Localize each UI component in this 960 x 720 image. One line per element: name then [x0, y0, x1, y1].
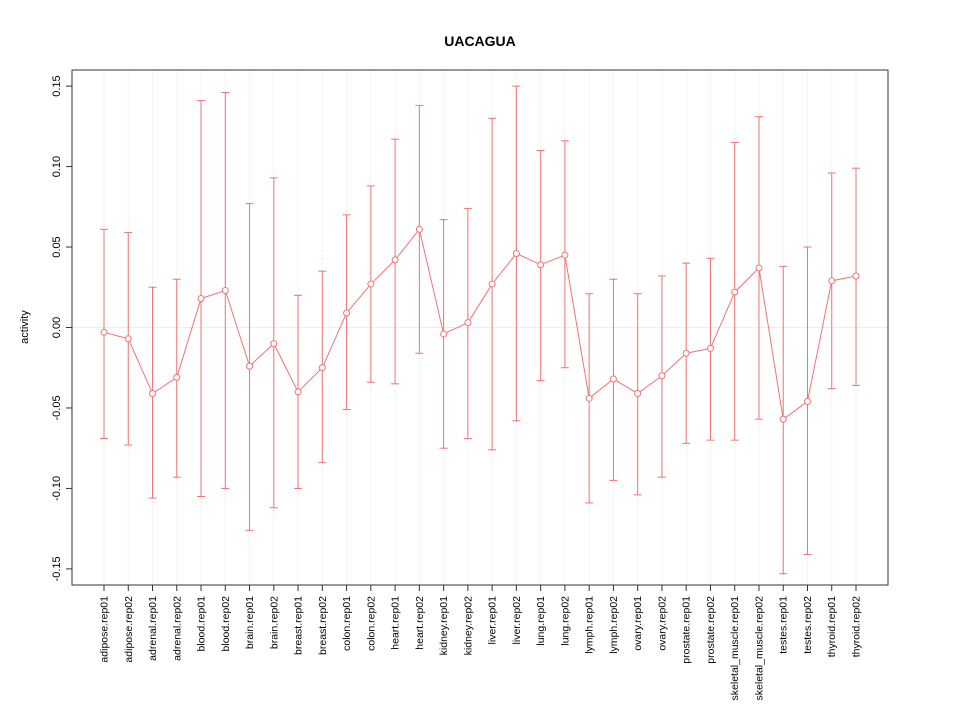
x-tick-label: lung.rep02 — [559, 596, 571, 646]
data-point — [100, 328, 108, 336]
x-tick-label: testes.rep01 — [778, 596, 790, 654]
x-tick-label: prostate.rep02 — [705, 596, 717, 664]
x-tick-label: ovary.rep01 — [632, 596, 644, 651]
x-tick-label: thyroid.rep02 — [851, 596, 863, 657]
x-tick-label: adrenal.rep02 — [171, 596, 183, 661]
x-tick-label: breast.rep01 — [293, 596, 305, 655]
x-tick-label: heart.rep01 — [390, 596, 402, 650]
x-tick-label: testes.rep02 — [802, 596, 814, 654]
x-tick-label: kidney.rep01 — [438, 596, 450, 656]
data-point — [828, 277, 836, 285]
x-tick-label: lung.rep01 — [535, 596, 547, 646]
x-tick-label: thyroid.rep01 — [826, 596, 838, 657]
chart-title: UACAGUA — [444, 33, 516, 49]
x-tick-label: brain.rep01 — [244, 596, 256, 649]
y-tick-label: -0.15 — [51, 556, 63, 581]
y-tick-label: -0.10 — [51, 476, 63, 501]
x-tick-label: liver.rep02 — [511, 596, 523, 645]
data-point — [124, 335, 132, 343]
data-point — [512, 249, 520, 257]
x-tick-label: kidney.rep02 — [462, 596, 474, 656]
data-point — [221, 286, 229, 294]
x-tick-label: heart.rep02 — [414, 596, 426, 650]
x-tick-label: colon.rep01 — [341, 596, 353, 651]
data-point — [294, 388, 302, 396]
data-point — [755, 264, 763, 272]
x-tick-label: colon.rep02 — [365, 596, 377, 651]
y-tick-label: -0.05 — [51, 395, 63, 420]
data-point — [779, 415, 787, 423]
x-tick-label: adipose.rep01 — [99, 596, 111, 663]
x-tick-label: skeletal_muscle.rep02 — [753, 596, 765, 701]
data-point — [731, 288, 739, 296]
x-tick-label: lymph.rep01 — [584, 596, 596, 654]
x-tick-label: skeletal_muscle.rep01 — [729, 596, 741, 701]
data-point — [852, 272, 860, 280]
data-point — [318, 364, 326, 372]
data-point — [246, 362, 254, 370]
x-tick-label: liver.rep01 — [487, 596, 499, 645]
x-tick-label: adrenal.rep01 — [147, 596, 159, 661]
data-point — [440, 330, 448, 338]
data-point — [682, 349, 690, 357]
x-tick-label: ovary.rep02 — [656, 596, 668, 651]
y-tick-label: 0.15 — [51, 75, 63, 96]
series-line — [103, 228, 857, 421]
x-tick-label: brain.rep02 — [268, 596, 280, 649]
data-point — [706, 344, 714, 352]
data-point — [415, 225, 423, 233]
x-tick-label: breast.rep02 — [317, 596, 329, 655]
data-point — [658, 372, 666, 380]
data-point — [609, 375, 617, 383]
x-tick-label: prostate.rep01 — [681, 596, 693, 664]
data-point — [634, 389, 642, 397]
y-tick-label: 0.05 — [51, 236, 63, 257]
data-point — [270, 340, 278, 348]
data-point — [173, 373, 181, 381]
x-tick-label: blood.rep01 — [196, 596, 208, 652]
data-point — [803, 398, 811, 406]
data-point — [197, 295, 205, 303]
data-point — [537, 261, 545, 269]
data-point — [464, 319, 472, 327]
data-point — [585, 394, 593, 402]
data-point — [343, 309, 351, 317]
x-tick-label: blood.rep02 — [220, 596, 232, 652]
data-point — [561, 251, 569, 259]
data-point — [391, 256, 399, 264]
data-point — [149, 389, 157, 397]
y-axis-label: activity — [19, 310, 31, 344]
y-tick-label: 0.00 — [51, 317, 63, 338]
x-tick-label: adipose.rep02 — [123, 596, 135, 663]
plot-area: -0.15 -0.10 -0.05 0.00 0.05 0.10 0.15 adipose.r… — [51, 69, 889, 701]
y-tick-label: 0.10 — [51, 156, 63, 177]
data-point — [488, 280, 496, 288]
x-tick-label: lymph.rep02 — [608, 596, 620, 654]
data-point — [367, 280, 375, 288]
